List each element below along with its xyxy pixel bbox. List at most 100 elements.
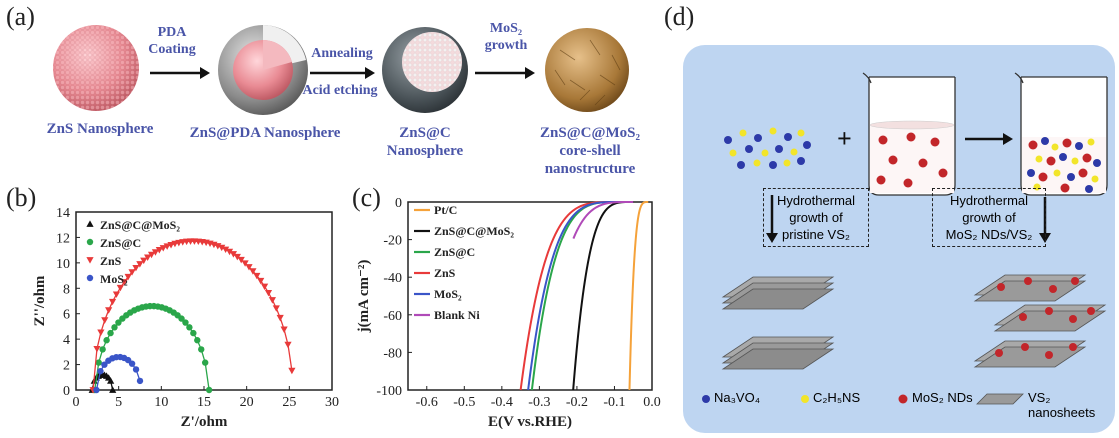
legend-label: Pt/C	[434, 203, 457, 217]
label-zns-c: ZnS@C Nanosphere	[386, 125, 464, 159]
legend-label: MoS₂	[100, 272, 128, 286]
beaker-1-icon	[862, 72, 956, 196]
chart-b-nyquist: 0 5 10 15 20 25 30 0 2 4 6 8 10 12 14 Z'/ohm Z''/ohm ZnS@…	[32, 206, 339, 430]
legend-marker-mos2-nds	[898, 394, 908, 404]
legend-marker	[86, 220, 94, 227]
legend-label: ZnS@C	[100, 236, 141, 250]
legend-marker	[86, 257, 94, 264]
legend-label: ZnS@C@MoS₂	[434, 224, 514, 238]
chart-c-polarization: -0.6 -0.5 -0.4 -0.3 -0.2 -0.1 0.0 0 -20 -40 -60 -80…	[356, 196, 661, 430]
legend-label: ZnS	[434, 266, 456, 280]
data-point	[128, 269, 136, 276]
data-point	[194, 337, 201, 344]
data-point	[132, 264, 140, 272]
data-point	[107, 377, 115, 384]
panel-a-illustration	[53, 25, 629, 115]
y-tick-label: -20	[383, 234, 402, 249]
data-point	[136, 261, 144, 268]
x-tick-label: -0.4	[491, 395, 513, 410]
x-tick-label: 30	[325, 395, 339, 410]
data-point	[97, 329, 105, 336]
y-tick-label: 6	[63, 308, 70, 323]
legend-label: MoS₂	[434, 287, 462, 301]
chart-c-frame	[407, 201, 653, 391]
data-point	[101, 317, 109, 324]
data-point	[155, 247, 163, 254]
data-point	[112, 291, 121, 298]
arrow-mos2-growth	[475, 67, 535, 79]
y-tick-label: -60	[383, 309, 402, 324]
data-point	[93, 386, 100, 394]
legend-label: ZnS@C@MoS₂	[100, 218, 180, 232]
data-point	[182, 319, 189, 326]
data-point	[97, 367, 104, 375]
legend-c2h5ns: C₂H₅NS	[813, 390, 861, 405]
legend-mos2-nds: MoS₂ NDs	[912, 390, 973, 405]
legend-vs2-nanosheets: VS₂ nanosheets	[1028, 390, 1096, 420]
y-tick-label: 12	[56, 231, 70, 246]
beaker-arrow	[965, 133, 1013, 145]
series-line	[527, 201, 622, 391]
series-line	[572, 201, 634, 239]
series-ZnS@C: ZnS@C	[86, 236, 213, 394]
zns-c-mos2-nanostructure-icon	[545, 28, 629, 112]
x-tick-label: -0.2	[566, 395, 588, 410]
data-point	[93, 345, 101, 353]
data-point	[115, 319, 122, 326]
panel-a-label: (a)	[6, 2, 35, 31]
x-axis-label: Z'/ohm	[181, 414, 228, 430]
y-axis-label: Z''/ohm	[32, 275, 48, 326]
data-point	[124, 273, 132, 281]
y-tick-label: 0	[63, 384, 70, 399]
data-point	[205, 386, 213, 394]
legend-marker	[86, 274, 94, 282]
series-MoS₂: MoS₂	[86, 272, 144, 394]
data-point	[225, 248, 234, 256]
data-point	[190, 329, 197, 337]
x-tick-label: 20	[240, 395, 254, 410]
y-tick-label: 10	[56, 257, 70, 272]
y-tick-label: -40	[383, 271, 402, 286]
zns-nanosphere-icon	[53, 25, 139, 111]
data-point	[229, 251, 238, 258]
data-point	[101, 361, 108, 368]
legend-marker-c2h5ns	[801, 395, 809, 403]
series-line	[628, 201, 649, 391]
arrow-annealing	[310, 67, 375, 79]
plus-sign: +	[837, 124, 852, 153]
data-point	[257, 277, 265, 285]
y-tick-label: -100	[376, 384, 402, 399]
y-tick-label: 14	[56, 206, 70, 221]
data-point	[233, 253, 241, 261]
series-Blank Ni: Blank Ni	[414, 201, 634, 322]
data-point	[163, 243, 171, 250]
series-ZnS@C@MoS₂: ZnS@C@MoS₂	[86, 218, 180, 393]
x-tick-label: -0.6	[416, 395, 438, 410]
data-point	[268, 297, 277, 304]
data-point	[186, 324, 193, 331]
data-point	[147, 251, 156, 259]
y-tick-label: 8	[63, 282, 70, 297]
data-point	[201, 359, 209, 366]
legend-label: ZnS@C	[434, 245, 475, 259]
data-point	[159, 245, 167, 252]
legend-label: ZnS	[100, 254, 122, 268]
data-point	[99, 346, 106, 353]
x-tick-label: -0.3	[528, 395, 550, 410]
data-point	[288, 367, 296, 375]
data-point	[264, 289, 273, 297]
data-point	[167, 241, 175, 249]
precursor-dots	[724, 127, 811, 169]
data-point	[222, 246, 230, 254]
arrow-label-acid-etching: Acid etching	[302, 83, 378, 98]
x-tick-label: 10	[154, 395, 168, 410]
panel-b-label: (b)	[6, 183, 37, 212]
series-ZnS: ZnS	[414, 201, 619, 391]
mos2-nd-dots-right	[995, 277, 1095, 359]
y-tick-label: 0	[395, 196, 402, 211]
legend-marker-na3vo4	[702, 395, 710, 403]
data-point	[178, 315, 185, 322]
data-point	[280, 326, 288, 334]
panel-d-label: (d)	[664, 2, 695, 31]
data-point	[140, 257, 148, 265]
